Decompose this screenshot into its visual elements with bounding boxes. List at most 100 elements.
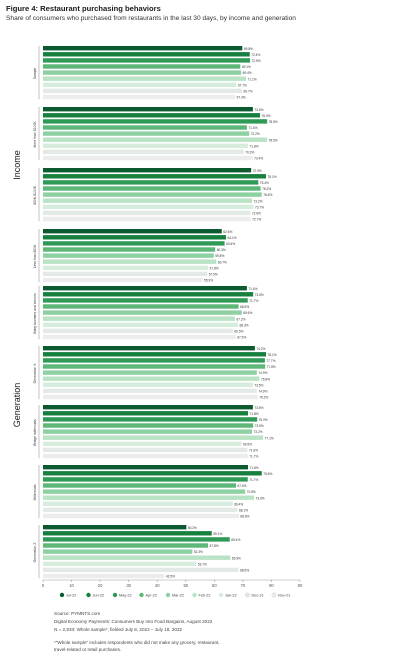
bar-value-label: 77.8% — [267, 365, 276, 369]
bar — [43, 113, 261, 118]
bar — [43, 423, 254, 428]
bar-value-label: 71.8% — [250, 466, 259, 470]
bar — [43, 483, 237, 488]
bar-value-label: 52.3% — [194, 550, 203, 554]
bar-value-label: 68.3% — [240, 323, 249, 327]
bar-value-label: 72.2% — [251, 132, 260, 136]
bar-value-label: 63.6% — [226, 242, 235, 246]
bar — [43, 501, 233, 506]
bar — [43, 382, 253, 387]
bar — [43, 471, 262, 476]
bar — [43, 531, 212, 536]
bar-value-label: 73.9% — [256, 496, 265, 500]
bar — [43, 241, 225, 246]
bar-value-label: 55.9% — [204, 279, 213, 283]
footer-sample: N = 2,933: Whole sample*, fielded July 8… — [54, 627, 183, 632]
bar-value-label: 67.3% — [237, 96, 246, 100]
bar — [43, 507, 238, 513]
bar-value-label: 73.6% — [255, 293, 264, 297]
bar — [43, 259, 217, 264]
bar — [43, 119, 268, 124]
bar — [43, 495, 255, 500]
bar-value-label: 71.4% — [248, 126, 257, 130]
bar — [43, 376, 260, 381]
bar — [43, 567, 239, 573]
bar — [43, 561, 197, 566]
bar-value-label: 72.7% — [252, 218, 261, 222]
bar — [43, 265, 209, 270]
legend-swatch — [165, 592, 171, 598]
x-tick-label: 70 — [241, 583, 246, 588]
bar — [43, 277, 203, 283]
bar-value-label: 73.7% — [255, 205, 264, 209]
bar — [43, 94, 236, 100]
bar — [43, 210, 251, 216]
bar-value-label: 73.5% — [254, 406, 263, 410]
bar — [43, 198, 253, 203]
bar — [43, 549, 193, 554]
legend-swatch — [112, 592, 118, 598]
footer-note-line2: travel-related or retail purchases. — [54, 647, 122, 652]
bar — [43, 441, 242, 446]
legend-swatch — [59, 592, 65, 598]
bar-value-label: 71.8% — [250, 412, 259, 416]
group-label: $50K-$100K — [33, 185, 37, 205]
bar-value-label: 69.1% — [242, 65, 251, 69]
bar — [43, 204, 254, 209]
bar-value-label: 42.5% — [166, 575, 175, 579]
bar — [43, 174, 267, 179]
bar-value-label: 53.7% — [198, 562, 207, 566]
legend-label: Feb-22 — [199, 593, 211, 597]
bar-value-label: 72.5% — [252, 59, 261, 63]
bar-value-label: 57.8% — [210, 266, 219, 270]
bar-value-label: 71.7% — [249, 455, 258, 459]
bar — [43, 155, 253, 161]
bar-value-label: 68.1% — [239, 509, 248, 513]
bar — [43, 334, 236, 340]
bar-value-label: 72.9% — [253, 169, 262, 173]
bar-value-label: 60.7% — [218, 260, 227, 264]
bar-value-label: 72.4% — [251, 53, 260, 57]
bar-value-label: 69.4% — [243, 71, 252, 75]
bar-value-label: 75.8% — [261, 377, 270, 381]
bar-value-label: 67.6% — [238, 484, 247, 488]
legend-label: Jun-22 — [93, 593, 105, 597]
x-tick-label: 20 — [98, 583, 103, 588]
bar-value-label: 59.1% — [213, 532, 222, 536]
bar — [43, 405, 253, 410]
group-label: Generation Z — [33, 543, 37, 563]
bar-value-label: 59.8% — [215, 254, 224, 258]
figure-title: Figure 4: Restaurant purchasing behavior… — [6, 4, 161, 13]
bar — [43, 253, 214, 258]
bar-value-label: 57.8% — [210, 544, 219, 548]
bar — [43, 489, 246, 494]
footer-note-line1: *"Whole sample" includes respondents who… — [54, 640, 220, 645]
bar-value-label: 78.1% — [268, 353, 277, 357]
bar-value-label: 60.3% — [217, 248, 226, 252]
bar-value-label: 50.2% — [188, 526, 197, 530]
bar — [43, 555, 231, 560]
bar — [43, 328, 233, 334]
bar-value-label: 73.5% — [254, 383, 263, 387]
bar-value-label: 74.2% — [256, 347, 265, 351]
bar-value-label: 70.3% — [245, 151, 254, 155]
bar-value-label: 67.5% — [237, 336, 246, 340]
bar — [43, 137, 268, 142]
bar-value-label: 71.7% — [249, 478, 258, 482]
legend-swatch — [245, 592, 250, 598]
bar-value-label: 76.2% — [262, 187, 271, 191]
bar-value-label: 76.6% — [263, 193, 272, 197]
bar-value-label: 69.8% — [244, 47, 253, 51]
bar — [43, 411, 249, 416]
footer-report: Digital Economy Payments: Consumers Buy … — [54, 619, 213, 624]
legend-label: Jan-22 — [225, 593, 237, 597]
bar — [43, 125, 247, 130]
bar — [43, 453, 248, 459]
legend-swatch — [139, 592, 144, 598]
group-label: Bridge millennials — [33, 419, 37, 446]
legend-label: Nov-21 — [278, 593, 290, 597]
bar-value-label: 77.1% — [265, 436, 274, 440]
bar-value-label: 68.5% — [240, 305, 249, 309]
bar — [43, 477, 248, 482]
bar — [43, 58, 251, 63]
